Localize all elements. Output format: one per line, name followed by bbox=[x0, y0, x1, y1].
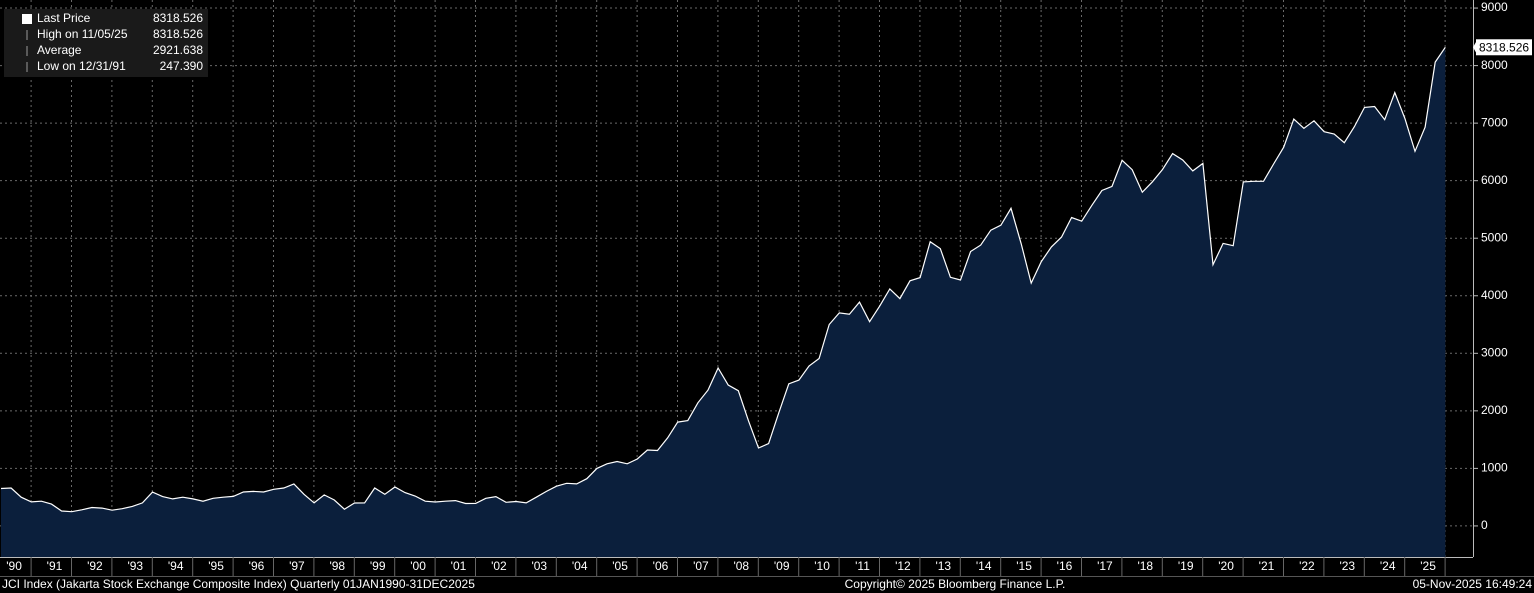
x-tick-label: '11 bbox=[855, 559, 870, 573]
x-tick-label: '91 bbox=[47, 559, 63, 573]
y-tick-label: 8000 bbox=[1481, 58, 1508, 72]
x-tick-label: '20 bbox=[1218, 559, 1234, 573]
x-tick-label: '96 bbox=[249, 559, 265, 573]
x-tick-label: '17 bbox=[1097, 559, 1113, 573]
x-tick-label: '15 bbox=[1016, 559, 1032, 573]
x-tick-label: '02 bbox=[491, 559, 507, 573]
x-tick-label: '90 bbox=[6, 559, 22, 573]
y-tick-label: 7000 bbox=[1481, 115, 1508, 129]
x-tick-label: '95 bbox=[208, 559, 224, 573]
y-tick-label: 6000 bbox=[1481, 173, 1508, 187]
x-tick-label: '06 bbox=[653, 559, 669, 573]
x-tick-label: '07 bbox=[693, 559, 709, 573]
x-tick-label: '92 bbox=[87, 559, 103, 573]
legend-value: 8318.526 bbox=[153, 27, 203, 41]
last-price-tag bbox=[1476, 39, 1532, 56]
y-tick-label: 3000 bbox=[1481, 345, 1508, 359]
x-tick-label: '10 bbox=[814, 559, 830, 573]
x-tick-label: '12 bbox=[895, 559, 911, 573]
x-tick-label: '14 bbox=[976, 559, 992, 573]
x-tick-label: '08 bbox=[733, 559, 749, 573]
x-tick-label: '16 bbox=[1057, 559, 1073, 573]
footer-left: JCI Index (Jakarta Stock Exchange Compos… bbox=[2, 577, 475, 591]
x-tick-label: '09 bbox=[774, 559, 790, 573]
x-tick-label: '93 bbox=[127, 559, 143, 573]
legend-box bbox=[4, 9, 208, 77]
x-tick-label: '01 bbox=[451, 559, 467, 573]
legend-name: Average bbox=[37, 43, 82, 57]
x-tick-label: '98 bbox=[329, 559, 345, 573]
x-tick-label: '94 bbox=[168, 559, 184, 573]
x-tick-label: '23 bbox=[1339, 559, 1355, 573]
x-tick-label: '05 bbox=[612, 559, 628, 573]
y-tick-label: 5000 bbox=[1481, 230, 1508, 244]
legend-value: 8318.526 bbox=[153, 11, 203, 25]
x-tick-label: '00 bbox=[410, 559, 426, 573]
legend-name: High on 11/05/25 bbox=[37, 27, 128, 41]
legend-value: 2921.638 bbox=[153, 43, 203, 57]
x-tick-label: '19 bbox=[1178, 559, 1194, 573]
x-tick-label: '99 bbox=[370, 559, 386, 573]
x-tick-label: '24 bbox=[1380, 559, 1396, 573]
x-tick-label: '03 bbox=[531, 559, 547, 573]
y-tick-label: 0 bbox=[1481, 518, 1488, 532]
x-tick-label: '21 bbox=[1259, 559, 1275, 573]
x-tick-label: '25 bbox=[1420, 559, 1436, 573]
x-tick-label: '13 bbox=[935, 559, 951, 573]
y-tick-label: 4000 bbox=[1481, 288, 1508, 302]
footer-right: 05-Nov-2025 16:49:24 bbox=[1413, 577, 1533, 591]
x-tick-label: '97 bbox=[289, 559, 305, 573]
legend-name: Last Price bbox=[37, 11, 91, 25]
price-line bbox=[0, 46, 1446, 513]
area-fill bbox=[1, 47, 1446, 558]
y-tick-label: 1000 bbox=[1481, 461, 1508, 475]
legend-name: Low on 12/31/91 bbox=[37, 59, 126, 73]
last-price-label: 8318.526 bbox=[1479, 40, 1529, 54]
x-tick-label: '18 bbox=[1137, 559, 1153, 573]
y-tick-label: 2000 bbox=[1481, 403, 1508, 417]
x-tick-label: '22 bbox=[1299, 559, 1315, 573]
legend-swatch bbox=[22, 14, 32, 24]
x-tick-label: '04 bbox=[572, 559, 588, 573]
y-tick-label: 9000 bbox=[1481, 0, 1508, 14]
legend-value: 247.390 bbox=[160, 59, 204, 73]
footer-center: Copyright© 2025 Bloomberg Finance L.P. bbox=[845, 577, 1066, 591]
